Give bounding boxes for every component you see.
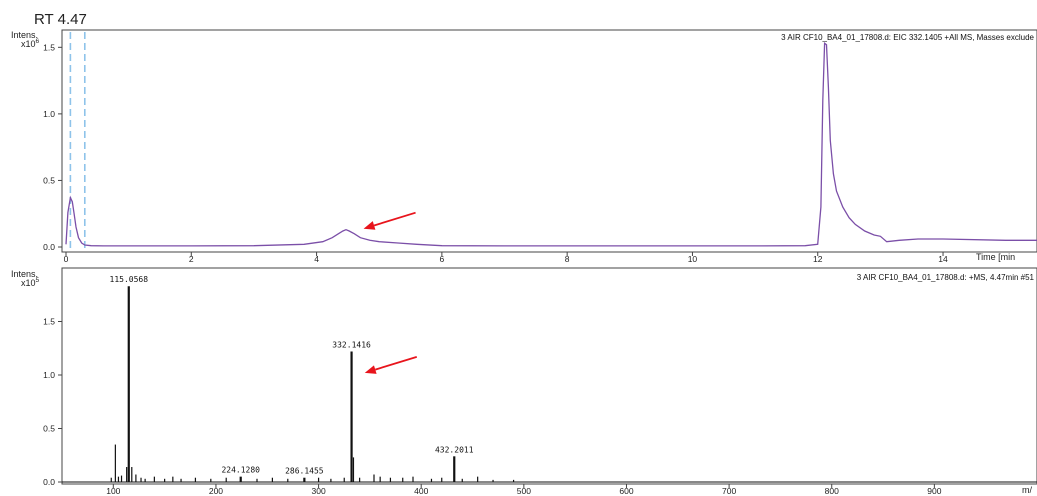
ms-peak-label: 432.2011: [435, 445, 474, 454]
eic-ylabel-scale: x106: [21, 38, 40, 49]
ms-xtick-label: 800: [825, 486, 839, 496]
eic-xtick-label: 6: [440, 254, 445, 264]
ms-xtick-label: 500: [517, 486, 531, 496]
ms-arrow: [364, 355, 418, 374]
eic-ytick-label: 1.5: [43, 42, 55, 52]
ms-ylabel-scale-base: x10: [21, 278, 36, 288]
ms-ylabel-exponent: 5: [36, 277, 40, 284]
eic-xtick-label: 14: [938, 254, 948, 264]
eic-ytick-label: 0.5: [43, 175, 55, 185]
ms-xtick-label: 400: [414, 486, 428, 496]
ms-peak-label: 115.0568: [110, 275, 149, 284]
eic-plot-frame: [61, 29, 1037, 253]
eic-panel: 3 AIR CF10_BA4_01_17808.d: EIC 332.1405 …: [11, 29, 1037, 264]
ms-peak-label: 286.1455: [285, 467, 324, 476]
ms-xtick-label: 200: [209, 486, 223, 496]
eic-xtick-label: 8: [565, 254, 570, 264]
eic-xtick-label: 12: [813, 254, 823, 264]
eic-xtick-label: 10: [688, 254, 698, 264]
eic-title: 3 AIR CF10_BA4_01_17808.d: EIC 332.1405 …: [781, 33, 1034, 42]
ms-ytick-label: 0.0: [43, 477, 55, 487]
ms-peak-label: 224.1280: [221, 466, 260, 475]
ms-xtick-label: 600: [619, 486, 633, 496]
eic-axis-ticks: 0 2 4 6 8 10 12 14 0.0 0.5 1.0 1.5: [43, 42, 948, 264]
ms-ytick-label: 1.0: [43, 370, 55, 380]
ms-plot-frame: [61, 267, 1037, 485]
ms-ylabel: Intens.: [11, 269, 38, 279]
eic-xtick-label: 4: [314, 254, 319, 264]
ms-ytick-label: 0.5: [43, 424, 55, 434]
rt-label: RT 4.47: [34, 11, 87, 28]
eic-ylabel-scale-base: x10: [21, 39, 36, 49]
ms-ylabel-scale: x105: [21, 277, 40, 288]
eic-arrow-shaft: [373, 211, 416, 227]
eic-markers: [69, 32, 86, 251]
ms-ytick-label: 1.5: [43, 317, 55, 327]
ms-xtick-label: 700: [722, 486, 736, 496]
eic-xtick-label: 0: [64, 254, 69, 264]
ms-axis-ticks: 100 200 300 400 500 600 700 800 900 0.0 0.5 1.0 1.5: [43, 317, 942, 496]
eic-arrow: [363, 211, 416, 230]
eic-xtick-label: 2: [189, 254, 194, 264]
ms-title: 3 AIR CF10_BA4_01_17808.d: +MS, 4.47min …: [857, 273, 1035, 282]
ms-arrow-shaft: [375, 355, 418, 371]
ms-peak-label: 332.1416: [332, 340, 371, 349]
eic-series-line: [65, 42, 1037, 247]
ms-arrow-head: [364, 365, 377, 374]
ms-xlabel: m/: [1022, 485, 1032, 495]
ms-xtick-label: 300: [311, 486, 325, 496]
eic-ylabel-exponent: 6: [36, 38, 40, 45]
eic-ytick-label: 0.0: [43, 242, 55, 252]
ms-xtick-label: 100: [106, 486, 120, 496]
eic-ytick-label: 1.0: [43, 109, 55, 119]
eic-xlabel: Time [min: [976, 252, 1015, 262]
ms-peaks: [62, 286, 1037, 483]
eic-arrow-head: [363, 221, 376, 230]
eic-ylabel: Intens.: [11, 30, 38, 40]
ms-xtick-label: 900: [927, 486, 941, 496]
ms-peak-labels: 115.0568 332.1416 432.2011 224.1280 286.1455: [110, 275, 474, 476]
ms-panel: 3 AIR CF10_BA4_01_17808.d: +MS, 4.47min …: [11, 267, 1037, 496]
